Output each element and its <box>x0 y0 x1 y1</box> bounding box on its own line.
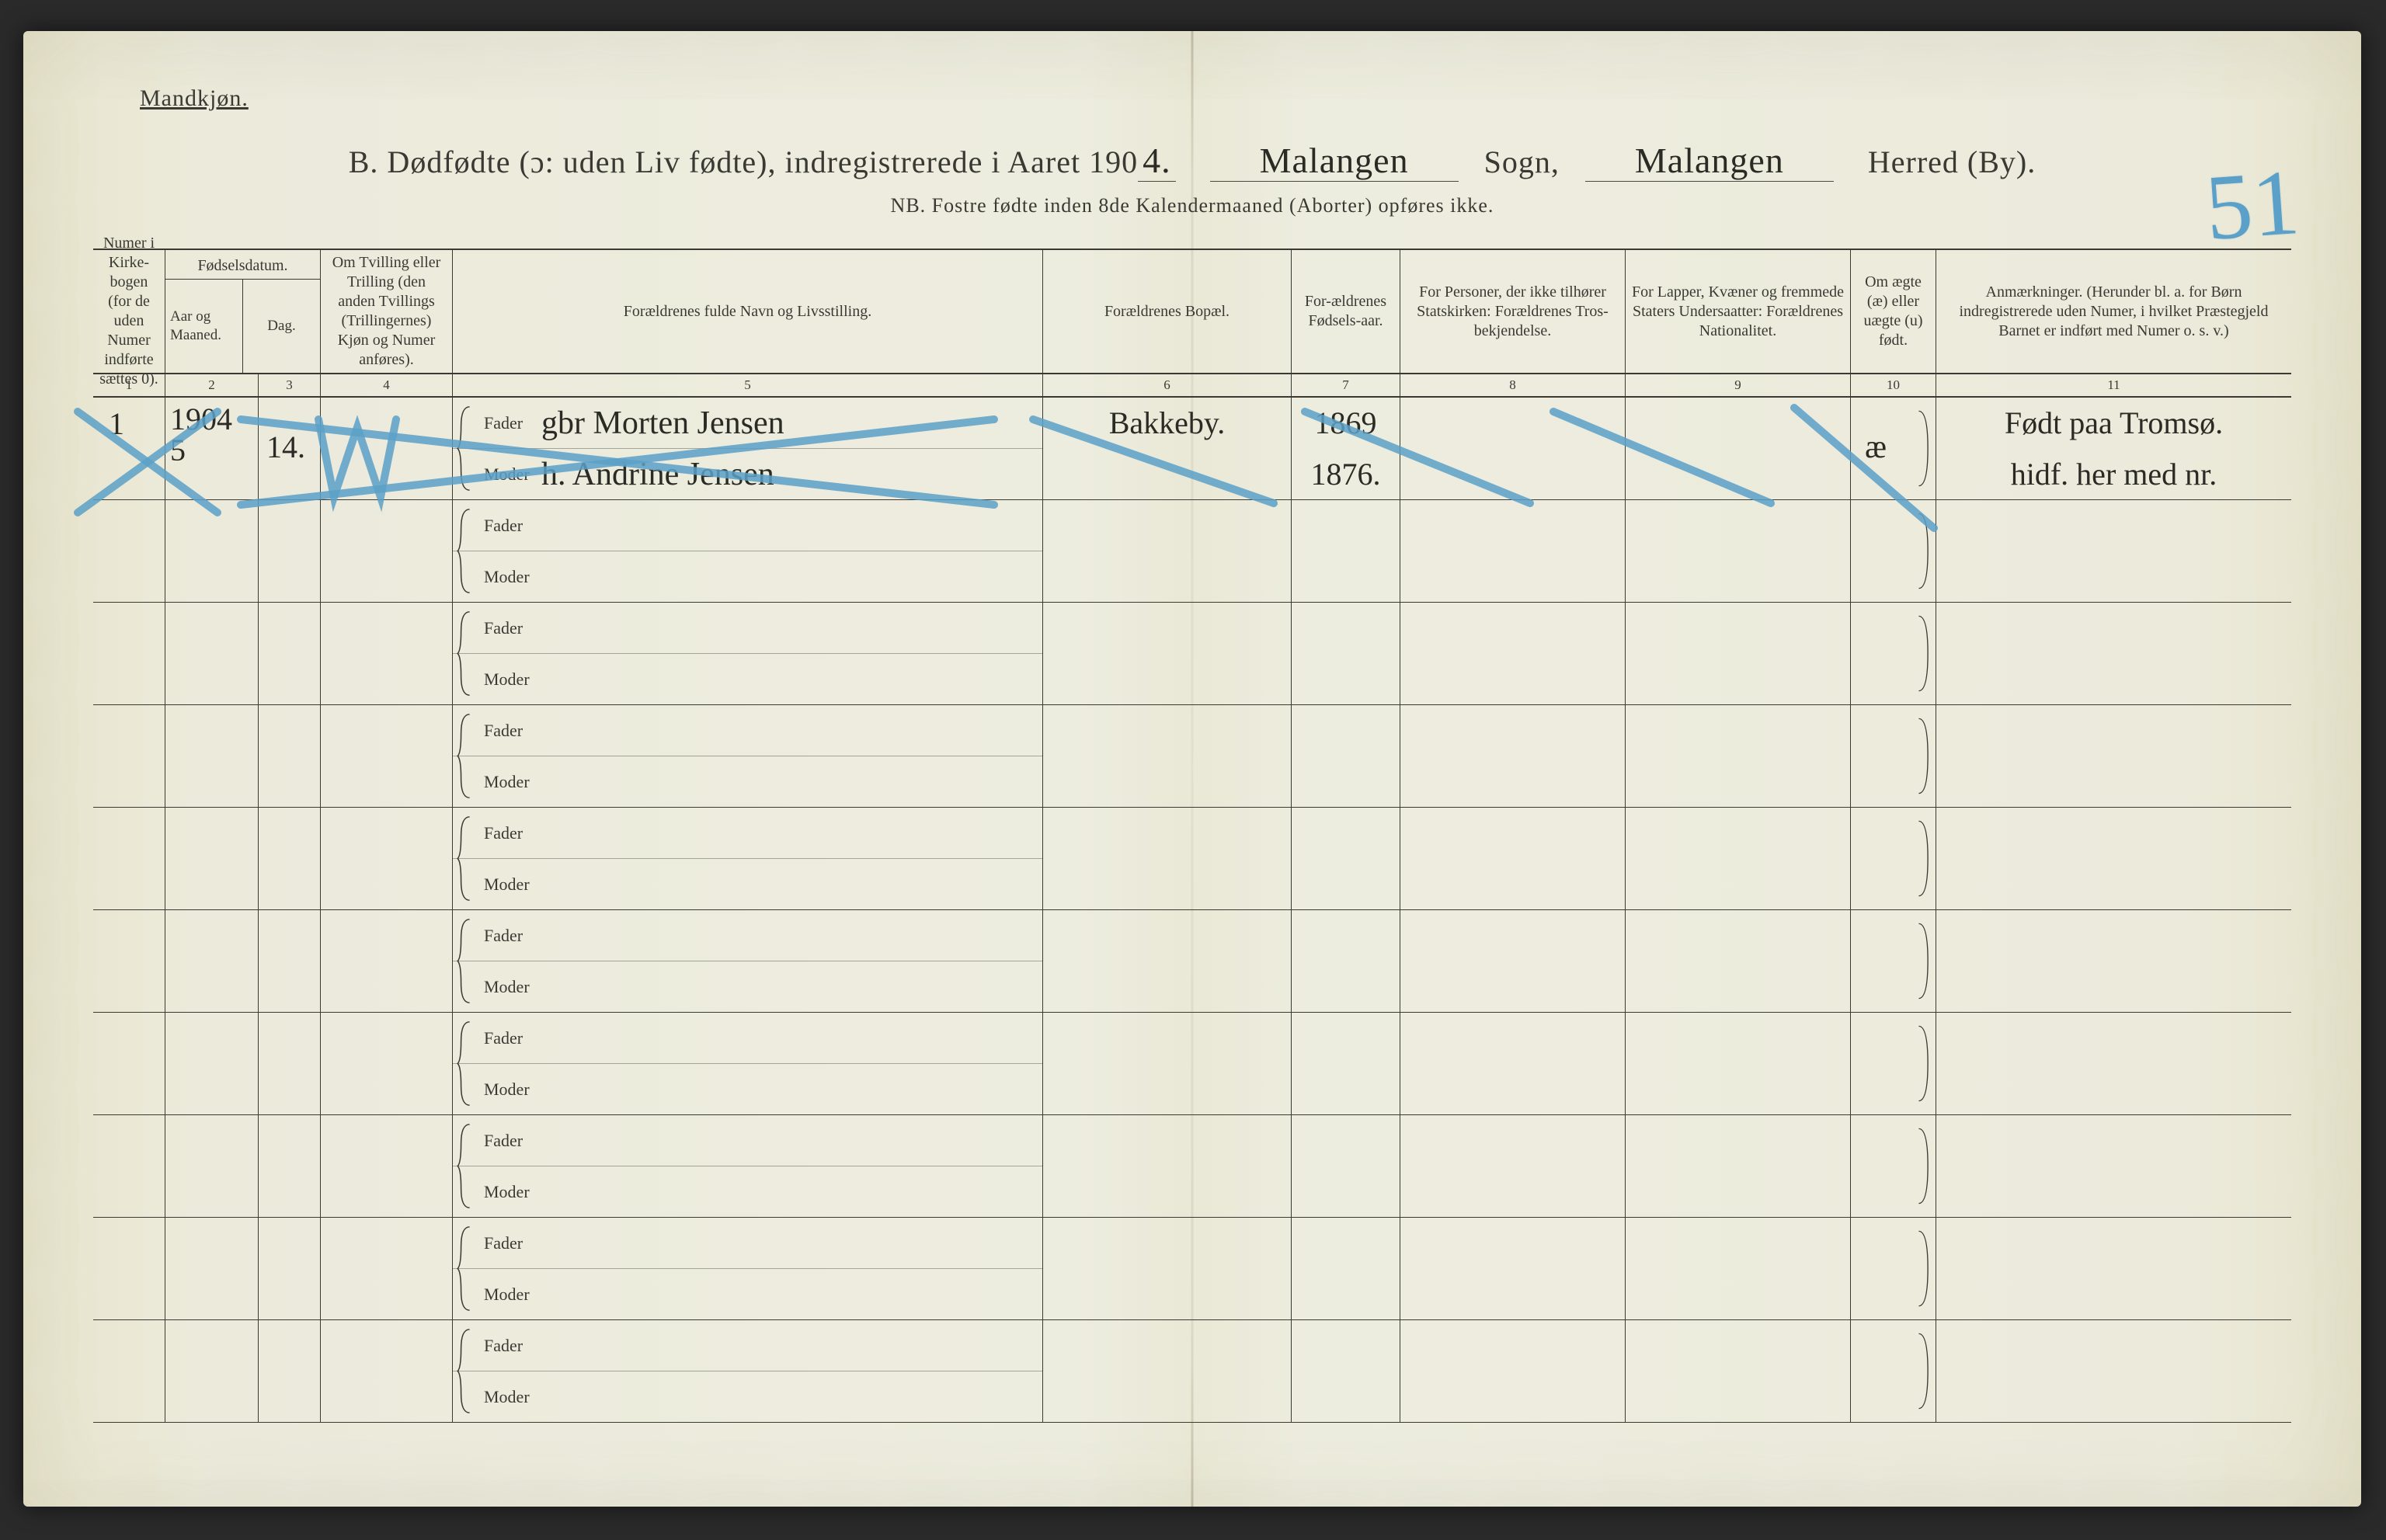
bracket-icon <box>1856 918 1931 1004</box>
val-legit: æ <box>1865 429 1887 466</box>
bracket-icon <box>1856 1123 1931 1209</box>
table-body: 1 1904 5 14. Fader gbr Mort <box>93 398 2291 1423</box>
val-num: 1 <box>93 398 165 442</box>
colnum-8: 8 <box>1400 374 1625 396</box>
hdr-c2: Aar og Maaned. <box>165 280 242 373</box>
bracket-icon <box>1856 508 1931 594</box>
blank-row: FaderModer <box>93 1115 2291 1218</box>
cell-remarks: Født paa Tromsø. hidf. her med nr. <box>1936 398 2291 499</box>
cell-residence: Bakkeby. <box>1042 398 1291 499</box>
hdr-fodselsdatum: Fødselsdatum. <box>165 250 320 279</box>
hdr-c7: For-ældrenes Fødsels-aar. <box>1291 250 1400 373</box>
val-mother: h. Andrine Jensen <box>534 456 1042 493</box>
ledger-table: Numer i Kirke-bogen (for de uden Numer i… <box>93 249 2291 1423</box>
colnum-3: 3 <box>258 374 320 396</box>
bracket-icon <box>1856 815 1931 902</box>
blank-row: FaderModer <box>93 808 2291 910</box>
cell-twin <box>320 398 452 499</box>
hdr-c9: For Lapper, Kvæner og fremmede Staters U… <box>1625 250 1850 373</box>
bracket-icon <box>1856 1328 1931 1414</box>
bracket-icon <box>1856 1020 1931 1107</box>
cell-birthyears: 1869 1876. <box>1291 398 1400 499</box>
title-line: B. Dødfødte (ɔ: uden Liv fødte), indregi… <box>23 140 2361 182</box>
colnum-5: 5 <box>452 374 1042 396</box>
nb-line: NB. Fostre fødte inden 8de Kalendermaane… <box>23 194 2361 217</box>
colnum-4: 4 <box>320 374 452 396</box>
colnum-7: 7 <box>1291 374 1400 396</box>
hdr-c5: Forældrenes fulde Navn og Livsstilling. <box>452 250 1042 373</box>
blank-row: FaderModer <box>93 1013 2291 1115</box>
val-father: gbr Morten Jensen <box>534 405 1042 442</box>
colnum-10: 10 <box>1850 374 1936 396</box>
colnum-2: 2 <box>165 374 258 396</box>
gender-label: Mandkjøn. <box>140 85 249 112</box>
hdr-c10: Om ægte (æ) eller uægte (u) født. <box>1850 250 1936 373</box>
herred-label: Herred (By). <box>1868 144 2036 179</box>
val-yearmonth: 1904 5 <box>165 398 258 472</box>
role-father: Fader <box>464 413 534 433</box>
val-residence: Bakkeby. <box>1043 398 1291 448</box>
hdr-c8: For Personer, der ikke tilhører Statskir… <box>1400 250 1625 373</box>
hdr-c3: Dag. <box>242 280 320 373</box>
cell-num: 1 <box>93 398 165 499</box>
blank-rows: FaderModerFaderModerFaderModerFaderModer… <box>93 500 2291 1423</box>
column-numbers: 1 2 3 4 5 6 7 8 9 10 11 <box>93 374 2291 398</box>
herred-written: Malangen <box>1585 140 1834 182</box>
blank-row: FaderModer <box>93 1320 2291 1423</box>
bracket-icon <box>1856 610 1931 697</box>
cell-yearmonth: 1904 5 <box>165 398 258 499</box>
hdr-c6: Forældrenes Bopæl. <box>1042 250 1291 373</box>
hdr-c1: Numer i Kirke-bogen (for de uden Numer i… <box>93 250 165 373</box>
bracket-icon <box>1856 713 1931 799</box>
hdr-c23: Fødselsdatum. Aar og Maaned. Dag. <box>165 250 320 373</box>
cell-faith <box>1400 398 1625 499</box>
colnum-1: 1 <box>93 374 165 396</box>
hdr-c11: Anmærkninger. (Herunder bl. a. for Børn … <box>1936 250 2291 373</box>
bracket-icon <box>1856 1225 1931 1312</box>
cell-parents: Fader gbr Morten Jensen Moder h. Andrine… <box>452 398 1042 499</box>
cell-legit: æ <box>1850 398 1936 499</box>
cell-nationality <box>1625 398 1850 499</box>
val-remark1: Født paa Tromsø. <box>1936 398 2291 448</box>
folio-number: 51 <box>2202 148 2302 262</box>
blank-row: FaderModer <box>93 500 2291 603</box>
hdr-c4: Om Tvilling eller Trilling (den anden Tv… <box>320 250 452 373</box>
colnum-11: 11 <box>1936 374 2291 396</box>
val-day: 14. <box>259 398 320 465</box>
val-fbirth: 1869 <box>1292 398 1400 448</box>
blank-row: FaderModer <box>93 1218 2291 1320</box>
val-remark2: hidf. her med nr. <box>1936 448 2291 499</box>
table-header: Numer i Kirke-bogen (for de uden Numer i… <box>93 250 2291 374</box>
sogn-label: Sogn, <box>1484 144 1560 179</box>
sogn-written: Malangen <box>1210 140 1459 182</box>
title-year: 4. <box>1138 140 1176 182</box>
blank-row: FaderModer <box>93 910 2291 1013</box>
blank-row: FaderModer <box>93 705 2291 808</box>
blank-row: FaderModer <box>93 603 2291 705</box>
role-mother: Moder <box>464 464 534 485</box>
cell-day: 14. <box>258 398 320 499</box>
val-mbirth: 1876. <box>1292 448 1400 499</box>
entry-row-1: 1 1904 5 14. Fader gbr Mort <box>93 398 2291 500</box>
title-prefix: B. Dødfødte (ɔ: uden Liv fødte), indregi… <box>349 144 1138 179</box>
colnum-6: 6 <box>1042 374 1291 396</box>
colnum-9: 9 <box>1625 374 1850 396</box>
ledger-page: Mandkjøn. B. Dødfødte (ɔ: uden Liv fødte… <box>23 31 2361 1507</box>
